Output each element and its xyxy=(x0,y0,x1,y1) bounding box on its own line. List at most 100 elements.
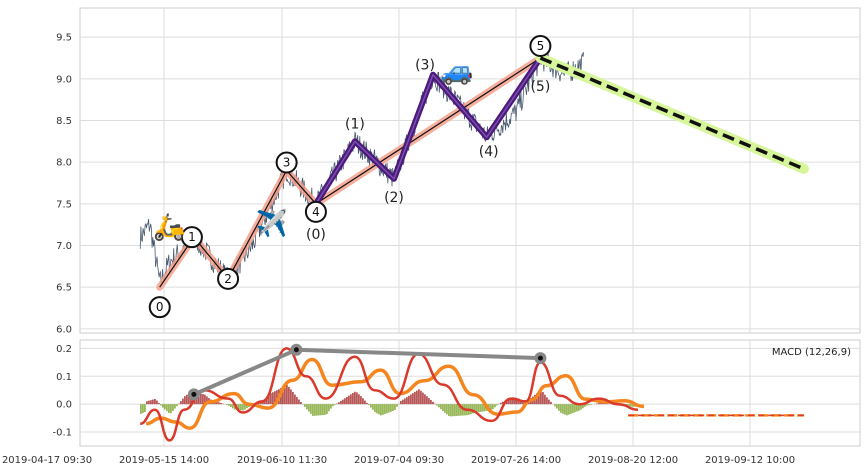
histogram-bar xyxy=(230,404,232,408)
histogram-bar xyxy=(422,392,424,405)
histogram-bar xyxy=(494,404,496,408)
histogram-bar xyxy=(632,404,634,407)
histogram-bar xyxy=(282,387,284,405)
histogram-bar xyxy=(186,394,188,405)
histogram-bar xyxy=(314,404,316,416)
macd-y-tick: 0.0 xyxy=(56,400,72,411)
histogram-bar xyxy=(154,399,156,405)
histogram-bar xyxy=(572,404,574,414)
histogram-bar xyxy=(586,404,588,406)
price-y-tick: 6.0 xyxy=(56,324,72,335)
histogram-bar xyxy=(412,393,414,405)
histogram-bar xyxy=(200,393,202,405)
histogram-bar xyxy=(442,404,444,412)
histogram-bar xyxy=(156,400,158,405)
histogram-bar xyxy=(560,404,562,413)
wave-label: 5 xyxy=(537,39,545,53)
histogram-bar xyxy=(356,392,358,405)
histogram-bar xyxy=(228,404,230,406)
histogram-bar xyxy=(334,404,336,405)
histogram-bar xyxy=(274,391,276,405)
histogram-bar xyxy=(218,402,220,405)
x-tick-label: 2019-07-26 14:00 xyxy=(471,455,561,466)
histogram-bar xyxy=(548,399,550,405)
histogram-bar xyxy=(348,395,350,405)
histogram-bar xyxy=(392,404,394,411)
histogram-bar xyxy=(418,389,420,405)
subwave-inner xyxy=(315,57,542,205)
subwave-label: (3) xyxy=(415,58,435,74)
histogram-bar xyxy=(176,404,178,407)
histogram-bar xyxy=(370,404,372,408)
histogram-bar xyxy=(414,391,416,405)
histogram-bar xyxy=(546,397,548,405)
histogram-bar xyxy=(354,391,356,405)
histogram-bar xyxy=(402,399,404,405)
histogram-bar xyxy=(298,399,300,405)
histogram-bar xyxy=(144,404,146,413)
histogram-bar xyxy=(576,404,578,412)
histogram-bar xyxy=(140,404,142,414)
histogram-bar xyxy=(490,404,492,411)
histogram-bar xyxy=(258,402,260,405)
macd-y-tick: 0.1 xyxy=(56,372,72,383)
histogram-bar xyxy=(512,397,514,405)
histogram-bar xyxy=(432,401,434,405)
macd-y-tick: -0.1 xyxy=(52,428,72,439)
histogram-bar xyxy=(444,404,446,413)
histogram-bar xyxy=(316,404,318,416)
histogram-bar xyxy=(456,404,458,416)
wave-label-circle xyxy=(180,226,203,249)
histogram-bar xyxy=(372,404,374,410)
histogram-bar xyxy=(368,404,370,406)
histogram-bar xyxy=(172,404,174,411)
histogram-bar xyxy=(216,401,218,405)
histogram-bar xyxy=(446,404,448,415)
histogram-bar xyxy=(416,390,418,405)
histogram-bar xyxy=(516,397,518,405)
x-tick-label: 2019-09-12 10:00 xyxy=(705,455,795,466)
price-y-tick: 8.0 xyxy=(56,158,72,169)
histogram-bar xyxy=(454,404,456,417)
histogram-bar xyxy=(590,404,592,405)
histogram-bar xyxy=(326,404,328,415)
histogram-bar xyxy=(376,404,378,414)
histogram-bar xyxy=(502,401,504,405)
histogram-bar xyxy=(360,396,362,405)
histogram-bar xyxy=(582,404,584,409)
histogram-bar xyxy=(260,402,262,405)
x-tick-label: 2019-08-20 12:00 xyxy=(588,455,678,466)
histogram-bar xyxy=(276,390,278,405)
x-tick-label: 2019-04-17 09:30 xyxy=(2,455,92,466)
histogram-bar xyxy=(540,389,542,405)
histogram-bar xyxy=(166,404,168,412)
histogram-bar xyxy=(352,393,354,405)
histogram-bar xyxy=(556,404,558,409)
histogram-bar xyxy=(580,404,582,410)
divergence-point-center xyxy=(537,355,543,361)
forecast-line xyxy=(539,56,805,171)
histogram-bar xyxy=(472,404,474,414)
wave-label: 2 xyxy=(224,272,232,286)
divergence-point-center xyxy=(293,347,299,353)
histogram-bar xyxy=(242,404,244,411)
histogram-bar xyxy=(184,396,186,405)
price-y-tick: 6.5 xyxy=(56,283,72,294)
histogram-bar xyxy=(324,404,326,415)
histogram-bar xyxy=(142,404,144,413)
histogram-bar xyxy=(374,404,376,413)
histogram-bar xyxy=(240,404,242,411)
histogram-bar xyxy=(318,404,320,416)
histogram-bar xyxy=(568,404,570,415)
histogram-bar xyxy=(562,404,564,414)
histogram-bar xyxy=(238,404,240,411)
histogram-bar xyxy=(300,401,302,405)
histogram-bar xyxy=(420,390,422,405)
emoji-marker: 🚙 xyxy=(441,57,473,87)
wave-label-circle xyxy=(529,35,552,57)
histogram-bar xyxy=(310,404,312,414)
histogram-bar xyxy=(168,404,170,413)
histogram-bar xyxy=(550,401,552,405)
histogram-bar xyxy=(558,404,560,411)
histogram-bar xyxy=(320,404,322,416)
